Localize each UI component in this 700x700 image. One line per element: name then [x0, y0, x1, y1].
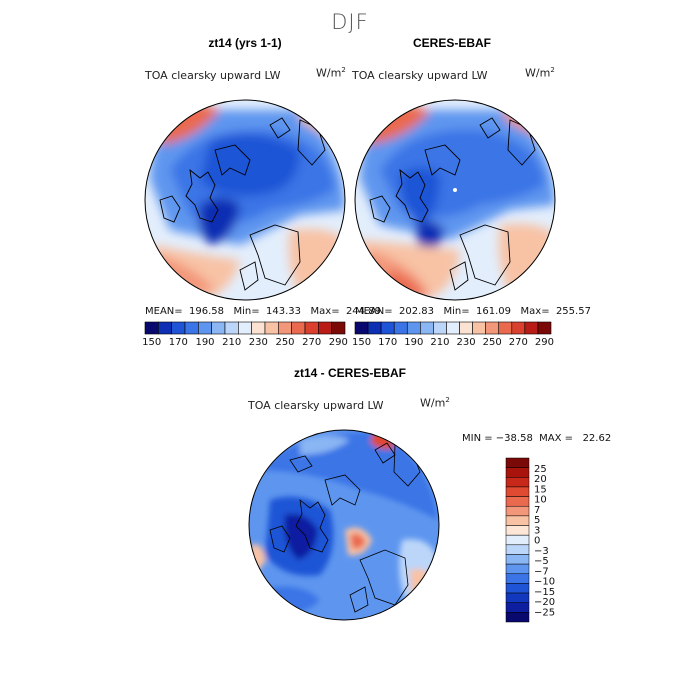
panel3-colorbar-tick-label: −10 — [534, 577, 555, 588]
panel2-colorbar-swatch — [433, 321, 447, 335]
panel1-colorbar-tick-label: 290 — [329, 337, 348, 348]
panel2-colorbar-swatch — [524, 321, 539, 335]
panel3-stats: MIN = −38.58 MAX = 22.62 — [462, 433, 612, 444]
panel2-stats: MEAN= 202.83 Min= 161.09 Max= 255.57 — [355, 306, 591, 317]
map-panel3 — [249, 430, 439, 620]
figure-title: DJF — [331, 10, 369, 34]
panel1-colorbar-swatch — [278, 321, 292, 335]
panel1-colorbar-swatch — [211, 321, 226, 335]
panel1-colorbar-tick-label: 190 — [195, 337, 214, 348]
panel3-colorbar-tick-label: −15 — [534, 587, 555, 598]
panel1-colorbar-swatch — [158, 321, 172, 335]
panel2-colorbar-swatch — [459, 321, 473, 335]
panel3-colorbar-tick-label: 15 — [534, 484, 547, 495]
panel1-colorbar-swatch — [171, 321, 186, 335]
panel3-colorbar-swatch — [505, 592, 530, 603]
panel2-colorbar-tick-label: 230 — [457, 337, 476, 348]
panel3-colorbar-swatch — [505, 573, 530, 584]
panel3-colorbar-swatch — [505, 505, 530, 517]
panel3-colorbar-tick-label: 20 — [534, 474, 547, 485]
panel2-colorbar-tick-label: 210 — [430, 337, 449, 348]
panel1-colorbar-swatch — [251, 321, 266, 335]
panel1-colorbar: 150 170 190 210 230 250 270 290 — [142, 321, 348, 348]
panel1-colorbar-swatch — [184, 321, 199, 335]
panel1-colorbar-swatch — [264, 321, 279, 335]
panel3-colorbar-tick-label: −20 — [534, 597, 555, 608]
panel2-variable-label: TOA clearsky upward LW — [352, 69, 488, 82]
panel2-colorbar-tick-label: 170 — [378, 337, 397, 348]
map-panel1 — [145, 100, 345, 300]
panel2-colorbar-swatch — [472, 321, 486, 335]
panel1-colorbar-tick-label: 270 — [302, 337, 321, 348]
panel3-colorbar-swatch — [505, 554, 530, 565]
panel2-colorbar-swatch — [393, 321, 408, 335]
panel3-colorbar-tick-label: −5 — [534, 556, 549, 567]
panel3-colorbar-swatch — [505, 534, 530, 546]
panel3-colorbar-swatch — [505, 583, 530, 594]
panel3-colorbar-swatch — [505, 612, 530, 623]
panel2-colorbar-swatch — [420, 321, 434, 335]
panel1-variable-label: TOA clearsky upward LW — [145, 69, 281, 82]
panel3-colorbar-tick-label: −25 — [534, 607, 555, 618]
panel2-title: CERES-EBAF — [412, 36, 491, 50]
panel3-colorbar-tick-label: −7 — [534, 566, 549, 577]
panel3-title: zt14 - CERES-EBAF — [293, 366, 406, 380]
panel3-colorbar-tick-label: 0 — [534, 536, 540, 547]
panel1-colorbar-swatch — [331, 321, 346, 335]
panel1-title: zt14 (yrs 1-1) — [208, 36, 282, 50]
panel1-colorbar-swatch — [198, 321, 212, 335]
panel2-colorbar-tick-label: 250 — [483, 337, 502, 348]
panel1-colorbar-swatch — [291, 321, 306, 335]
panel1-colorbar-tick-label: 210 — [222, 337, 241, 348]
panel1-units: W/m2 — [316, 66, 346, 80]
panel1-stats: MEAN= 196.58 Min= 143.33 Max= 244.89 — [145, 306, 381, 317]
panel2-units: W/m2 — [525, 66, 555, 80]
panel3-colorbar-swatch — [505, 486, 530, 497]
panel1-colorbar-swatch — [238, 321, 252, 335]
panel3-units: W/m2 — [420, 396, 450, 410]
panel1-colorbar-tick-label: 170 — [169, 337, 188, 348]
panel1-colorbar-tick-label: 150 — [142, 337, 161, 348]
panel2-colorbar-swatch — [511, 321, 526, 335]
panel3-colorbar-swatch — [505, 496, 530, 507]
panel3-colorbar-tick-label: 5 — [534, 515, 540, 526]
panel2-colorbar-swatch — [406, 321, 421, 335]
panel3-colorbar-swatch — [505, 602, 530, 613]
panel3-colorbar-tick-label: 10 — [534, 495, 547, 506]
panel1-colorbar-swatch — [144, 321, 159, 335]
panel2-colorbar-tick-label: 290 — [535, 337, 554, 348]
panel3-colorbar-swatch — [505, 563, 530, 575]
panel3-colorbar-swatch — [505, 515, 530, 526]
panel3-colorbar-swatch — [505, 525, 530, 536]
map-panel2 — [355, 100, 555, 300]
panel2-colorbar: 150 170 190 210 230 250 270 290 — [352, 321, 554, 348]
panel3-colorbar-tick-label: −3 — [534, 546, 549, 557]
panel2-colorbar-swatch — [367, 321, 382, 335]
panel2-colorbar-tick-label: 150 — [352, 337, 371, 348]
panel3-colorbar-tick-label: 7 — [534, 505, 540, 516]
panel2-colorbar-tick-label: 270 — [509, 337, 528, 348]
panel2-colorbar-swatch — [446, 321, 460, 335]
panel2-colorbar-swatch — [498, 321, 513, 335]
panel3-colorbar-tick-label: 25 — [534, 464, 547, 475]
panel3-colorbar-tick-label: 3 — [534, 525, 540, 536]
panel1-colorbar-swatch — [304, 321, 319, 335]
panel1-colorbar-tick-label: 230 — [249, 337, 268, 348]
panel3-variable-label: TOA clearsky upward LW — [248, 399, 384, 412]
panel1-colorbar-tick-label: 250 — [275, 337, 294, 348]
panel2-colorbar-tick-label: 190 — [404, 337, 423, 348]
panel3-colorbar-swatch — [505, 457, 530, 468]
panel3-colorbar-swatch — [505, 477, 530, 488]
panel3-colorbar-swatch — [505, 544, 530, 555]
panel2-colorbar-swatch — [354, 321, 369, 335]
panel2-colorbar-swatch — [537, 321, 552, 335]
panel1-colorbar-swatch — [224, 321, 239, 335]
panel3-colorbar-swatch — [505, 467, 530, 478]
panel2-colorbar-swatch — [380, 321, 395, 335]
panel2-colorbar-swatch — [485, 321, 500, 335]
panel1-colorbar-swatch — [318, 321, 332, 335]
